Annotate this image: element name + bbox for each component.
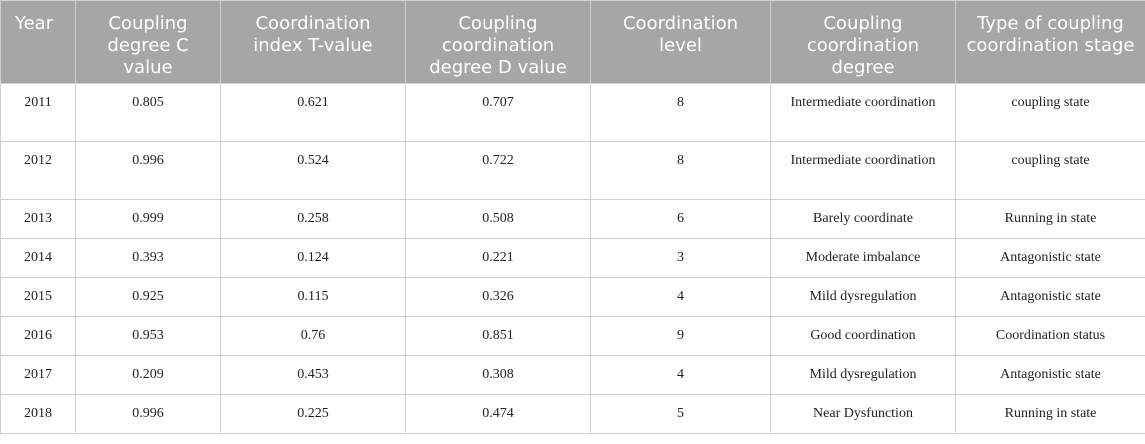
table-cell: 0.209 <box>75 355 221 395</box>
table-row: 2017 0.209 0.453 0.308 4 Mild dysregulation An… <box>0 355 1145 395</box>
table-cell: 2016 <box>0 316 76 356</box>
table-cell: Mild dysregulation <box>770 355 956 395</box>
table-cell: 2015 <box>0 277 76 317</box>
table-cell: 0.953 <box>75 316 221 356</box>
table-cell: 0.115 <box>220 277 406 317</box>
table-cell: 0.225 <box>220 394 406 434</box>
table-cell: Coordination status <box>955 316 1145 356</box>
table-cell: Good coordination <box>770 316 956 356</box>
table-cell: Near Dysfunction <box>770 394 956 434</box>
table-row: 2014 0.393 0.124 0.221 3 Moderate imbalance An… <box>0 238 1145 278</box>
header-cell: Coupling degree C value <box>75 0 221 84</box>
table-cell: 2017 <box>0 355 76 395</box>
header-cell: Coupling coordination degree <box>770 0 956 84</box>
table-cell: 0.453 <box>220 355 406 395</box>
table-cell: coupling state <box>955 83 1145 142</box>
table-cell: 3 <box>590 238 771 278</box>
table-cell: Running in state <box>955 199 1145 239</box>
table-cell: 9 <box>590 316 771 356</box>
table-cell: Antagonistic state <box>955 277 1145 317</box>
table-cell: Mild dysregulation <box>770 277 956 317</box>
header-cell: Coordination level <box>590 0 771 84</box>
table-cell: 2013 <box>0 199 76 239</box>
table-cell: 2012 <box>0 141 76 200</box>
table-cell: Antagonistic state <box>955 355 1145 395</box>
table-cell: 8 <box>590 83 771 142</box>
table-cell: 0.76 <box>220 316 406 356</box>
table-cell: Intermediate coordination <box>770 141 956 200</box>
table-body: 2011 0.805 0.621 0.707 8 Intermediate coordin… <box>0 83 1145 434</box>
table-cell: 0.326 <box>405 277 591 317</box>
table-cell: 0.474 <box>405 394 591 434</box>
table-cell: 0.258 <box>220 199 406 239</box>
table-cell: 0.851 <box>405 316 591 356</box>
table-cell: Barely coordinate <box>770 199 956 239</box>
table-cell: Intermediate coordination <box>770 83 956 142</box>
table-cell: 6 <box>590 199 771 239</box>
table-cell: 0.999 <box>75 199 221 239</box>
table-row: 2016 0.953 0.76 0.851 9 Good coordination Coor… <box>0 316 1145 356</box>
table-row: 2018 0.996 0.225 0.474 5 Near Dysfunction Runn… <box>0 394 1145 434</box>
table-cell: Running in state <box>955 394 1145 434</box>
table-cell: 0.221 <box>405 238 591 278</box>
data-table: Year Coupling degree C value Coordination … <box>0 0 1145 434</box>
table-cell: Moderate imbalance <box>770 238 956 278</box>
table-cell: 0.996 <box>75 394 221 434</box>
table-cell: 0.722 <box>405 141 591 200</box>
header-cell: Coupling coordination degree D value <box>405 0 591 84</box>
header-row: Year Coupling degree C value Coordination … <box>0 0 1145 84</box>
table-cell: 0.805 <box>75 83 221 142</box>
table-row: 2013 0.999 0.258 0.508 6 Barely coordinate Run… <box>0 199 1145 239</box>
table-cell: 0.524 <box>220 141 406 200</box>
header-cell: Coordination index T-value <box>220 0 406 84</box>
table-cell: 2011 <box>0 83 76 142</box>
table-cell: 0.508 <box>405 199 591 239</box>
table-cell: Antagonistic state <box>955 238 1145 278</box>
table-cell: 0.996 <box>75 141 221 200</box>
table-cell: 0.393 <box>75 238 221 278</box>
table-cell: 0.308 <box>405 355 591 395</box>
table-row: 2011 0.805 0.621 0.707 8 Intermediate coordin… <box>0 83 1145 142</box>
table-cell: 0.707 <box>405 83 591 142</box>
table-row: 2012 0.996 0.524 0.722 8 Intermediate coordin… <box>0 141 1145 200</box>
table-cell: 4 <box>590 277 771 317</box>
table-cell: 2014 <box>0 238 76 278</box>
table-cell: 0.925 <box>75 277 221 317</box>
table-row: 2015 0.925 0.115 0.326 4 Mild dysregulation An… <box>0 277 1145 317</box>
table-cell: 5 <box>590 394 771 434</box>
table-cell: 2018 <box>0 394 76 434</box>
table-cell: 4 <box>590 355 771 395</box>
table-cell: coupling state <box>955 141 1145 200</box>
header-cell: Year <box>0 0 76 84</box>
table-cell: 0.124 <box>220 238 406 278</box>
table-cell: 0.621 <box>220 83 406 142</box>
header-cell: Type of coupling coordination stage <box>955 0 1145 84</box>
table-cell: 8 <box>590 141 771 200</box>
